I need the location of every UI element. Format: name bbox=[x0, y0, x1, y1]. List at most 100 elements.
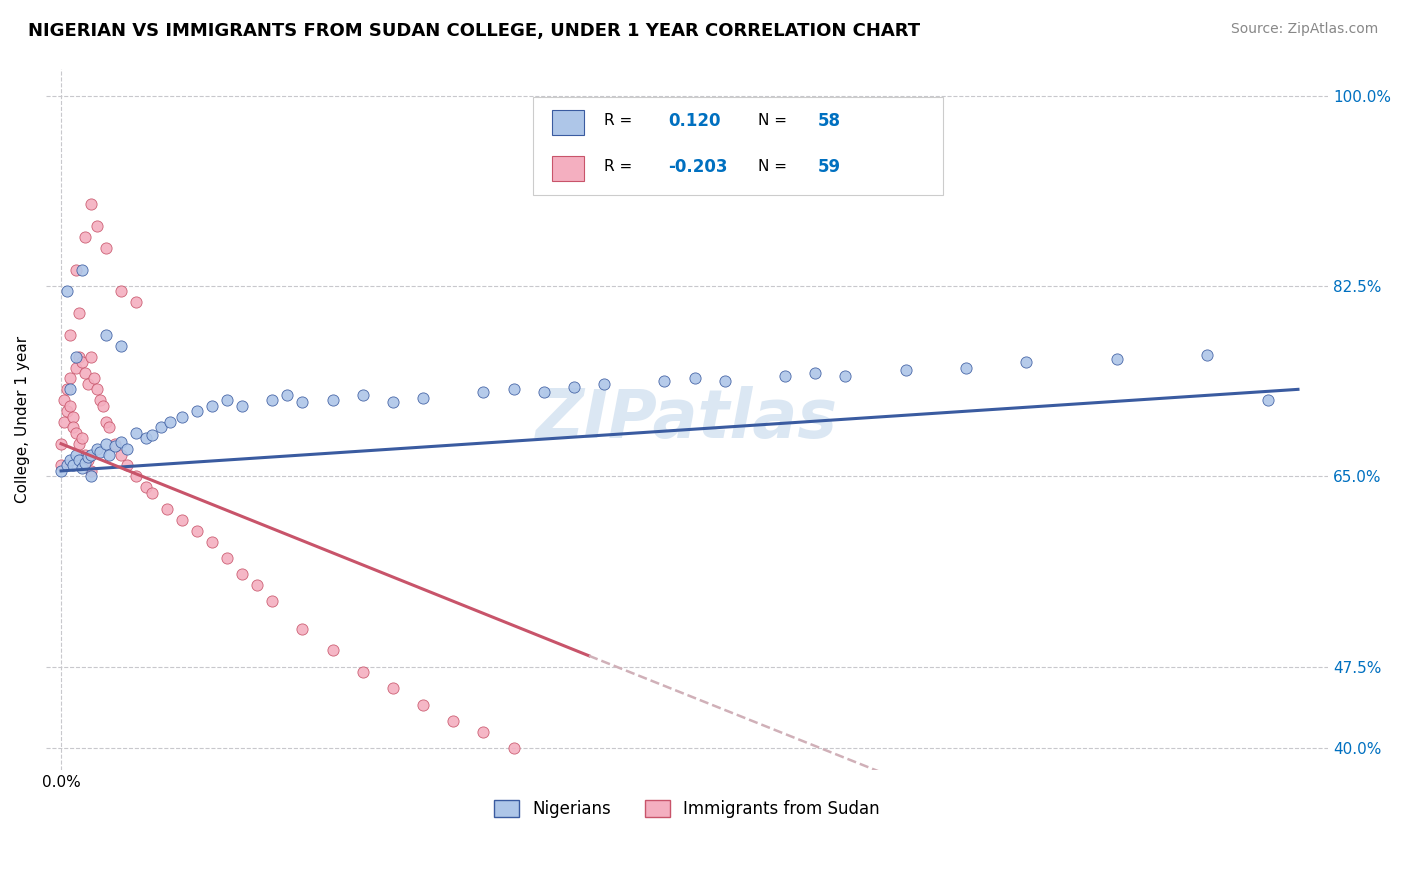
Point bbox=[83, 371, 105, 385]
Point bbox=[246, 578, 269, 592]
Point bbox=[352, 388, 374, 402]
Text: 59: 59 bbox=[818, 158, 841, 176]
Text: Source: ZipAtlas.com: Source: ZipAtlas.com bbox=[1230, 22, 1378, 37]
Point bbox=[352, 665, 374, 679]
Point bbox=[49, 464, 72, 478]
Point bbox=[117, 458, 139, 473]
Point bbox=[804, 366, 827, 380]
Point bbox=[322, 643, 344, 657]
Legend: Nigerians, Immigrants from Sudan: Nigerians, Immigrants from Sudan bbox=[488, 793, 886, 825]
Point bbox=[65, 425, 87, 440]
Point bbox=[67, 436, 90, 450]
Point bbox=[110, 285, 132, 299]
Point bbox=[231, 399, 253, 413]
Point bbox=[683, 371, 706, 385]
Point bbox=[65, 350, 87, 364]
Point bbox=[117, 442, 139, 457]
Point bbox=[53, 415, 76, 429]
Point bbox=[1257, 393, 1279, 408]
Text: 58: 58 bbox=[818, 112, 841, 129]
Point bbox=[67, 453, 90, 467]
Point bbox=[67, 350, 90, 364]
Point bbox=[59, 371, 82, 385]
Point bbox=[67, 306, 90, 320]
Point bbox=[62, 458, 84, 473]
Point bbox=[59, 399, 82, 413]
Point bbox=[86, 382, 108, 396]
Point bbox=[86, 442, 108, 457]
Point bbox=[262, 594, 284, 608]
Point bbox=[98, 448, 121, 462]
Point bbox=[201, 534, 224, 549]
Point bbox=[135, 480, 157, 494]
Text: N =: N = bbox=[758, 113, 786, 128]
Point bbox=[593, 376, 616, 391]
Point bbox=[502, 741, 524, 756]
Point bbox=[215, 550, 238, 565]
Point bbox=[89, 445, 111, 459]
Point bbox=[201, 399, 224, 413]
Point bbox=[96, 436, 118, 450]
Point bbox=[955, 360, 977, 375]
Point bbox=[141, 485, 163, 500]
Point bbox=[89, 393, 111, 408]
Point bbox=[62, 409, 84, 424]
Point bbox=[125, 469, 148, 483]
Point bbox=[75, 366, 97, 380]
Text: -0.203: -0.203 bbox=[668, 158, 727, 176]
Point bbox=[110, 448, 132, 462]
Point bbox=[170, 409, 193, 424]
Point bbox=[291, 395, 314, 409]
Point bbox=[472, 725, 495, 739]
Point bbox=[49, 458, 72, 473]
Point bbox=[125, 425, 148, 440]
Point bbox=[381, 395, 404, 409]
Point bbox=[713, 374, 735, 388]
Point bbox=[291, 622, 314, 636]
Text: 0.120: 0.120 bbox=[668, 112, 720, 129]
Point bbox=[533, 384, 555, 399]
Point bbox=[110, 434, 132, 449]
Point bbox=[59, 382, 82, 396]
Y-axis label: College, Under 1 year: College, Under 1 year bbox=[15, 335, 30, 503]
Point bbox=[77, 450, 100, 464]
Point bbox=[159, 415, 181, 429]
Bar bbox=[553, 156, 585, 181]
Bar bbox=[533, 96, 943, 194]
Point bbox=[441, 714, 464, 728]
Point bbox=[834, 369, 856, 384]
Point bbox=[75, 230, 97, 244]
Point bbox=[96, 241, 118, 255]
Point bbox=[80, 469, 103, 483]
Point bbox=[70, 262, 93, 277]
Point bbox=[56, 458, 79, 473]
Point bbox=[1105, 351, 1128, 366]
Point bbox=[98, 420, 121, 434]
Point bbox=[322, 393, 344, 408]
Text: R =: R = bbox=[603, 160, 631, 174]
Point bbox=[49, 436, 72, 450]
Point bbox=[56, 285, 79, 299]
Point bbox=[80, 448, 103, 462]
Point bbox=[110, 339, 132, 353]
Point bbox=[125, 295, 148, 310]
Point bbox=[141, 428, 163, 442]
Point bbox=[91, 399, 114, 413]
Point bbox=[472, 384, 495, 399]
Point bbox=[104, 436, 127, 450]
Point bbox=[186, 524, 208, 538]
Text: NIGERIAN VS IMMIGRANTS FROM SUDAN COLLEGE, UNDER 1 YEAR CORRELATION CHART: NIGERIAN VS IMMIGRANTS FROM SUDAN COLLEG… bbox=[28, 22, 921, 40]
Point bbox=[562, 380, 585, 394]
Point bbox=[156, 502, 179, 516]
Point bbox=[75, 448, 97, 462]
Point bbox=[56, 404, 79, 418]
Point bbox=[412, 391, 434, 405]
Point bbox=[170, 513, 193, 527]
Point bbox=[1197, 347, 1219, 361]
Point bbox=[77, 453, 100, 467]
Point bbox=[96, 328, 118, 343]
Text: N =: N = bbox=[758, 160, 786, 174]
Point bbox=[65, 448, 87, 462]
Point bbox=[77, 376, 100, 391]
Point bbox=[186, 404, 208, 418]
